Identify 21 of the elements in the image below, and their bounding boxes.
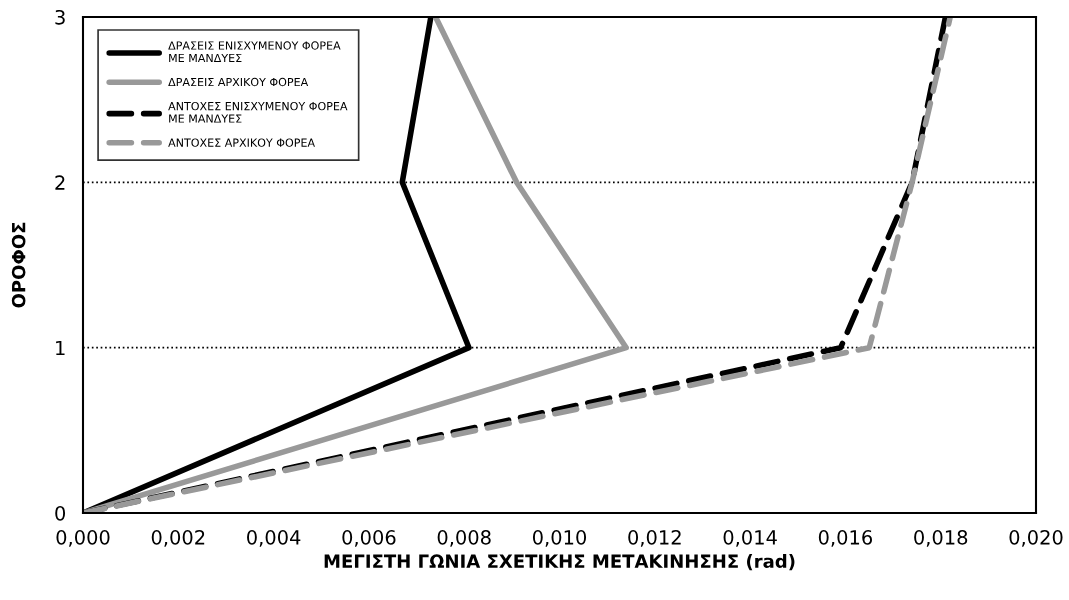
x-tick-label: 0,002 xyxy=(151,530,205,547)
x-tick-label: 0,012 xyxy=(628,530,681,547)
x-tick-label: 0,000 xyxy=(56,530,110,547)
legend-label: ΔΡΑΣΕΙΣ ΑΡΧΙΚΟΥ ΦΟΡΕΑ xyxy=(168,77,309,87)
y-axis-title: ΟΡΟΦΟΣ xyxy=(11,222,26,308)
x-tick-label: 0,020 xyxy=(1009,530,1063,547)
x-tick-label: 0,016 xyxy=(818,530,873,547)
y-tick-label: 1 xyxy=(56,340,65,356)
x-tick-label: 0,004 xyxy=(247,530,301,547)
x-tick-label: 0,008 xyxy=(437,530,491,547)
y-tick-label: 0 xyxy=(55,505,66,521)
y-tick-label: 2 xyxy=(55,175,65,190)
x-axis-title: ΜΕΓΙΣΤΗ ΓΩΝΙΑ ΣΧΕΤΙΚΗΣ ΜΕΤΑΚΙΝΗΣΗΣ (rad) xyxy=(324,554,795,571)
x-tick-label: 0,010 xyxy=(532,530,587,547)
legend-label: ΑΝΤΟΧΕΣ ΕΝΙΣΧΥΜΕΝΟΥ ΦΟΡΕΑ ΜΕ ΜΑΝΔΥΕΣ xyxy=(168,101,348,123)
legend-label: ΔΡΑΣΕΙΣ ΕΝΙΣΧΥΜΕΝΟΥ ΦΟΡΕΑ ΜΕ ΜΑΝΔΥΕΣ xyxy=(168,41,341,62)
x-tick-label: 0,018 xyxy=(914,530,968,547)
x-tick-label: 0,014 xyxy=(723,530,777,547)
x-tick-label: 0,006 xyxy=(342,530,396,547)
y-tick-label: 3 xyxy=(55,9,65,25)
legend-label: ΑΝΤΟΧΕΣ ΑΡΧΙΚΟΥ ΦΟΡΕΑ xyxy=(168,138,315,147)
